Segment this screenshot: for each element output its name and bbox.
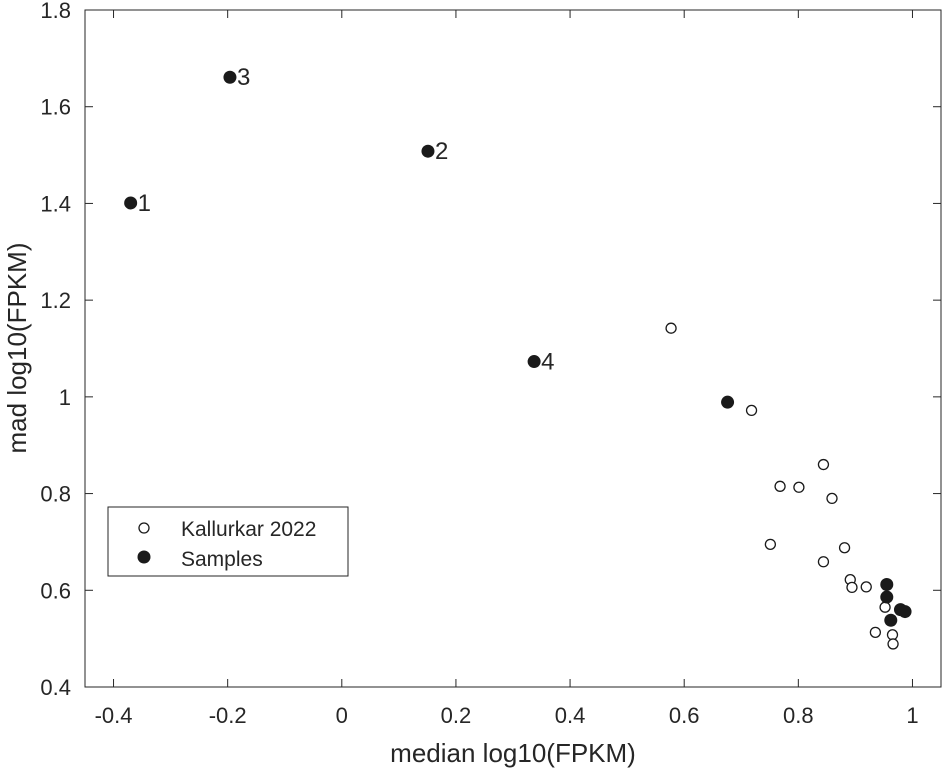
point-labels: 1 2 3 4 — [138, 64, 555, 375]
legend-label-samples: Samples — [181, 548, 263, 571]
x-tick-label: -0.4 — [95, 703, 133, 728]
kallurkar-point — [745, 404, 758, 417]
kallurkar-point — [860, 581, 872, 593]
y-tick-label: 1.6 — [40, 95, 71, 120]
x-tick-label: -0.2 — [209, 703, 247, 728]
legend: Kallurkar 2022 Samples — [107, 506, 349, 577]
sample-point — [898, 605, 912, 619]
sample-point — [527, 355, 541, 369]
data-points — [124, 70, 912, 650]
y-tick-label: 1.2 — [40, 288, 71, 313]
y-axis-title: mad log10(FPKM) — [2, 243, 32, 454]
x-tick-label: 0.4 — [555, 703, 586, 728]
kallurkar-point — [886, 629, 899, 641]
sample-point — [421, 144, 435, 158]
kallurkar-point — [838, 542, 851, 554]
kallurkar-point — [869, 626, 882, 639]
legend-marker-kallurkar — [138, 522, 150, 534]
kallurkar-point — [665, 322, 677, 334]
y-tick-label: 0.4 — [40, 675, 71, 700]
x-axis-title: median log10(FPKM) — [390, 738, 636, 768]
x-tick-label: 0.8 — [783, 703, 814, 728]
kallurkar-point — [764, 538, 777, 550]
x-tick-label: 0 — [336, 703, 348, 728]
kallurkar-point — [887, 638, 899, 650]
sample-point — [124, 196, 138, 210]
kallurkar-point — [846, 581, 858, 594]
y-tick-label: 1 — [59, 385, 71, 410]
x-tick-label: 1 — [906, 703, 918, 728]
kallurkar-point — [817, 458, 830, 471]
sample-point — [880, 590, 894, 604]
kallurkar-point — [817, 556, 830, 568]
point-label-1: 1 — [138, 190, 151, 217]
x-axis: -0.4 -0.2 0 0.2 0.4 0.6 0.8 1 — [95, 10, 919, 728]
y-axis: 0.4 0.6 0.8 1 1.2 1.4 1.6 1.8 — [40, 0, 941, 700]
kallurkar-point — [774, 480, 786, 492]
plot-area — [84, 9, 942, 688]
kallurkar-point — [793, 481, 805, 493]
legend-marker-samples — [137, 550, 151, 564]
sample-point — [884, 613, 898, 627]
y-tick-label: 1.8 — [40, 0, 71, 23]
kallurkar-point — [826, 492, 838, 505]
legend-box — [107, 506, 349, 577]
sample-point — [880, 577, 894, 591]
x-tick-label: 0.2 — [441, 703, 472, 728]
sample-point — [721, 395, 735, 409]
point-label-3: 3 — [237, 64, 250, 91]
point-label-4: 4 — [541, 349, 554, 376]
y-tick-label: 0.6 — [40, 578, 71, 603]
sample-point — [223, 70, 237, 84]
kallurkar-point — [879, 601, 891, 613]
point-label-2: 2 — [435, 138, 448, 165]
y-tick-label: 1.4 — [40, 191, 71, 216]
y-tick-label: 0.8 — [40, 482, 71, 507]
legend-label-kallurkar: Kallurkar 2022 — [181, 518, 316, 541]
x-tick-label: 0.6 — [669, 703, 700, 728]
